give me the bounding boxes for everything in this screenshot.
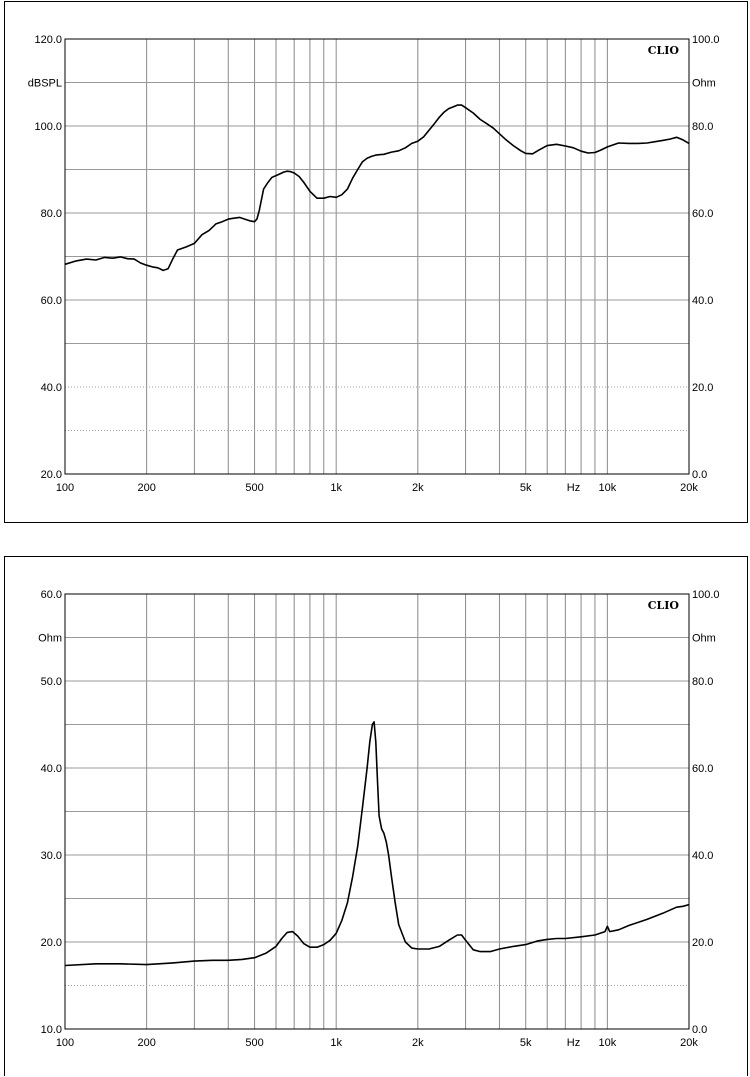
plot-frame — [64, 38, 690, 475]
y2-tick-label: 20.0 — [692, 382, 713, 394]
plot-frame — [64, 593, 690, 1030]
brand-label: CLIO — [648, 44, 680, 57]
x-tick-label: 5k — [520, 482, 532, 494]
y2-tick-label: 40.0 — [692, 850, 713, 862]
y2-tick-label: 80.0 — [692, 676, 713, 688]
y2-tick-label: 60.0 — [692, 208, 713, 220]
y-tick-label: 50.0 — [41, 676, 62, 688]
y-tick-label: 60.0 — [41, 295, 62, 307]
y2-tick-label: 100.0 — [692, 589, 720, 601]
y2-axis-unit: Ohm — [692, 633, 716, 645]
x-tick-label: 1k — [330, 1037, 342, 1049]
x-tick-label: 2k — [412, 482, 424, 494]
y-axis-unit: Ohm — [38, 633, 62, 645]
y2-tick-label: 20.0 — [692, 937, 713, 949]
y-tick-label: 80.0 — [41, 208, 62, 220]
x-tick-label: 100 — [56, 482, 74, 494]
x-tick-label: 10k — [598, 482, 616, 494]
y2-tick-label: 80.0 — [692, 121, 713, 133]
x-tick-label: 200 — [137, 482, 155, 494]
y-tick-label: 10.0 — [41, 1024, 62, 1036]
y-tick-label: 30.0 — [41, 850, 62, 862]
x-tick-label: 100 — [56, 1037, 74, 1049]
x-tick-label: 20k — [680, 482, 698, 494]
x-tick-label: 200 — [137, 1037, 155, 1049]
y-axis-unit: dBSPL — [28, 78, 62, 90]
x-tick-label: 1k — [330, 482, 342, 494]
impedance-panel: 60.0 50.0 40.0 30.0 20.0 10.0 Ohm 100.0 80.0 60.0… — [4, 556, 748, 1076]
impedance-chart: 60.0 50.0 40.0 30.0 20.0 10.0 Ohm 100.0 80.0 60.0… — [38, 589, 720, 1049]
y-tick-label: 20.0 — [41, 937, 62, 949]
x-tick-label: 10k — [598, 1037, 616, 1049]
x-tick-label: 2k — [412, 1037, 424, 1049]
y2-tick-label: 40.0 — [692, 295, 713, 307]
y2-axis-unit: Ohm — [692, 78, 716, 90]
spl-curve — [64, 104, 690, 272]
x-tick-label: 20k — [680, 1037, 698, 1049]
y-tick-label: 120.0 — [34, 34, 62, 46]
x-tick-label: 500 — [245, 482, 263, 494]
y-tick-label: 60.0 — [41, 589, 62, 601]
x-tick-label: 5k — [520, 1037, 532, 1049]
frequency-response-panel: 120.0 100.0 80.0 60.0 40.0 20.0 dBSPL 100.0 80.0… — [4, 1, 748, 523]
y2-tick-label: 60.0 — [692, 763, 713, 775]
x-tick-label: 500 — [245, 1037, 263, 1049]
y-tick-label: 40.0 — [41, 763, 62, 775]
y2-tick-label: 0.0 — [692, 469, 707, 481]
impedance-curve — [64, 721, 690, 967]
y-tick-label: 40.0 — [41, 382, 62, 394]
x-tick-label: Hz — [567, 1037, 580, 1049]
y-tick-label: 20.0 — [41, 469, 62, 481]
y2-tick-label: 0.0 — [692, 1024, 707, 1036]
brand-label: CLIO — [648, 599, 680, 612]
y2-tick-label: 100.0 — [692, 34, 720, 46]
frequency-response-chart: 120.0 100.0 80.0 60.0 40.0 20.0 dBSPL 100.0 80.0… — [28, 34, 720, 494]
x-tick-label: Hz — [567, 482, 580, 494]
y-tick-label: 100.0 — [34, 121, 62, 133]
